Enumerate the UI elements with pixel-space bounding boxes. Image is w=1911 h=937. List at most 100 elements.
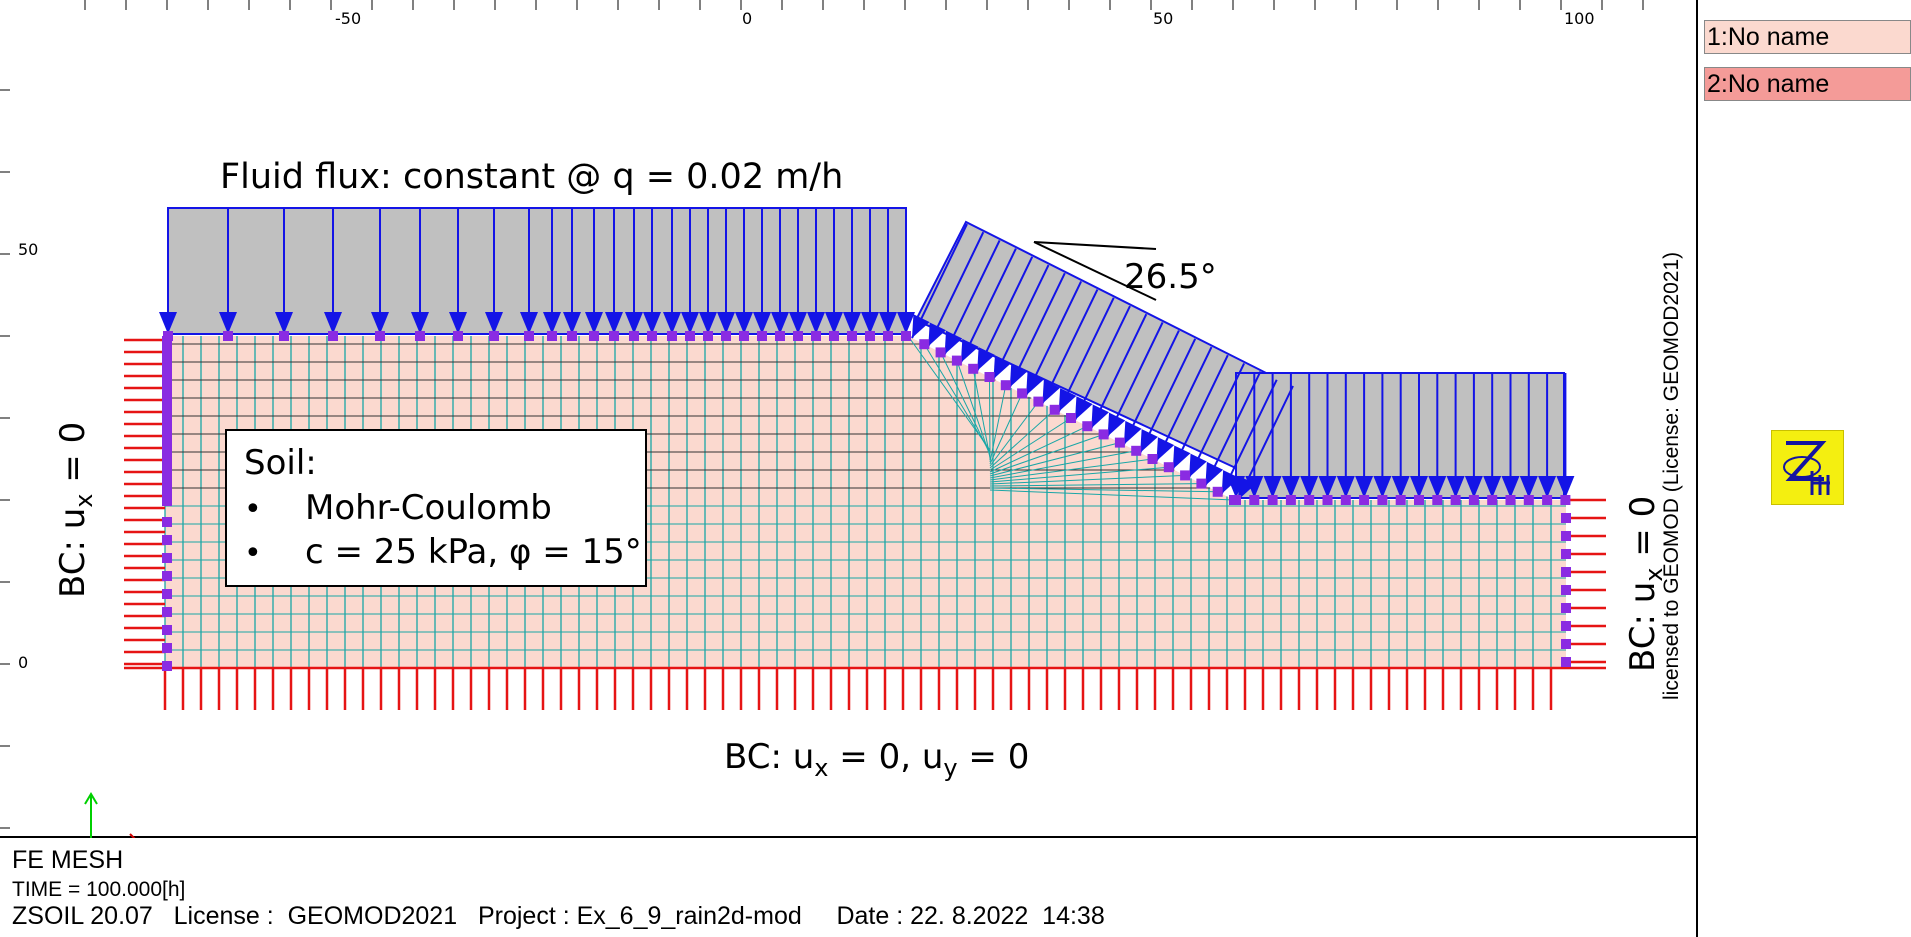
- boundary-node: [609, 331, 619, 341]
- boundary-node: [162, 607, 172, 617]
- soil-info-box: [225, 429, 647, 587]
- boundary-node: [721, 331, 731, 341]
- mesh-line: [989, 376, 991, 461]
- mesh-line: [972, 368, 991, 459]
- boundary-node: [1377, 495, 1388, 505]
- flux-arrowhead: [789, 312, 807, 334]
- flux-arrowhead: [1410, 476, 1428, 498]
- flux-arrowhead: [825, 312, 843, 334]
- boundary-node: [1561, 639, 1571, 649]
- boundary-node: [1033, 396, 1044, 407]
- boundary-node: [1560, 495, 1571, 505]
- flux-arrowhead: [897, 312, 915, 334]
- flux-arrowhead: [1058, 388, 1077, 412]
- fe-mesh-viewport[interactable]: -50 0 50 100 50 0 26.5° Fluid flux: cons…: [0, 0, 1698, 838]
- x-tick-label: 50: [1153, 9, 1173, 28]
- boundary-node: [1395, 495, 1406, 505]
- mesh-line: [989, 474, 1186, 485]
- flux-arrowhead: [1026, 371, 1044, 396]
- bc-left-label: BC: ux = 0: [53, 422, 98, 598]
- soil-params-label: c = 25 kPa, φ = 15°: [305, 532, 642, 572]
- flux-arrowhead: [1446, 476, 1465, 498]
- flux-arrowhead: [585, 312, 603, 334]
- y-tick-label: 0: [18, 653, 28, 672]
- view-title: FE MESH: [12, 846, 124, 874]
- flux-arrowhead: [771, 312, 789, 334]
- mesh-line: [989, 466, 1169, 483]
- boundary-node: [739, 331, 749, 341]
- boundary-node: [1131, 445, 1142, 456]
- slope-angle-label: 26.5°: [1124, 257, 1217, 297]
- boundary-node: [328, 331, 338, 341]
- mesh-line: [940, 352, 991, 455]
- boundary-node: [1147, 454, 1158, 464]
- soil-bullet: •: [244, 492, 262, 527]
- project-status-line: ZSOIL 20.07 License : GEOMOD2021 Project…: [12, 902, 1105, 930]
- legend-item-material-2[interactable]: 2:No name: [1704, 67, 1911, 101]
- flux-arrowhead: [1227, 476, 1245, 498]
- soil-info-title: Soil:: [244, 443, 317, 483]
- boundary-node: [1322, 495, 1333, 505]
- boundary-node-strip: [162, 336, 172, 506]
- flux-arrowhead: [1075, 396, 1093, 421]
- x-tick-label: -50: [335, 9, 361, 28]
- boundary-node: [865, 331, 875, 341]
- flux-arrowhead: [1464, 476, 1483, 498]
- axis-ticks: [0, 0, 1644, 829]
- flux-arrowhead: [1501, 476, 1520, 498]
- mesh-line: [989, 425, 1088, 473]
- boundary-node: [279, 331, 289, 341]
- boundary-node: [793, 331, 803, 341]
- flux-arrowhead: [1538, 476, 1557, 498]
- boundary-node: [811, 331, 821, 341]
- boundary-node: [883, 331, 893, 341]
- flux-arrowhead: [1245, 476, 1264, 498]
- mesh-line: [989, 489, 1235, 501]
- flux-arrowhead: [1373, 476, 1392, 498]
- mesh-line: [989, 483, 1202, 487]
- flux-arrowhead: [879, 312, 897, 334]
- boundary-node: [1542, 495, 1553, 505]
- soil-model-label: Mohr-Coulomb: [305, 488, 552, 528]
- flux-arrowhead: [520, 312, 538, 334]
- boundary-node: [453, 331, 463, 341]
- boundary-node: [1505, 495, 1516, 505]
- mesh-line: [989, 401, 1039, 467]
- bc-bottom-label: BC: ux = 0, uy = 0: [724, 737, 1029, 782]
- fluid-flux-arrows: [159, 207, 1575, 501]
- boundary-node: [1017, 388, 1028, 399]
- flux-arrowhead: [1205, 461, 1224, 486]
- boundary-node: [935, 347, 946, 358]
- boundary-node: [1249, 495, 1260, 505]
- boundary-node: [162, 553, 172, 563]
- flux-arrowhead: [219, 312, 237, 334]
- soil-bullet: •: [244, 536, 262, 571]
- boundary-node: [162, 517, 172, 527]
- boundary-node: [1487, 495, 1498, 505]
- flux-arrowhead: [1336, 476, 1355, 498]
- boundary-node: [968, 363, 979, 374]
- boundary-node: [919, 339, 930, 350]
- flux-arrowhead: [993, 355, 1012, 380]
- legend-item-material-1[interactable]: 1:No name: [1704, 20, 1911, 54]
- boundary-node: [1450, 495, 1461, 505]
- boundary-node: [1561, 657, 1571, 667]
- boundary-node: [667, 331, 677, 341]
- boundary-node: [1414, 495, 1424, 505]
- flux-arrowhead: [681, 312, 699, 334]
- flux-arrowhead: [605, 312, 623, 334]
- flux-arrowhead: [717, 312, 735, 334]
- boundary-node: [162, 589, 172, 599]
- flux-arrowhead: [1300, 476, 1319, 498]
- angle-indicator-line: [1033, 241, 1157, 301]
- boundary-node: [1082, 421, 1093, 432]
- flux-arrowhead: [159, 312, 177, 334]
- mesh-canvas[interactable]: -50 0 50 100 50 0 26.5° Fluid flux: cons…: [0, 0, 1698, 838]
- mesh-line: [989, 393, 1023, 465]
- boundary-node: [829, 331, 839, 341]
- boundary-node: [1304, 495, 1315, 505]
- boundary-node: [901, 331, 911, 341]
- boundary-node: [547, 331, 557, 341]
- boundary-node: [1066, 413, 1076, 423]
- boundary-node: [1340, 495, 1351, 505]
